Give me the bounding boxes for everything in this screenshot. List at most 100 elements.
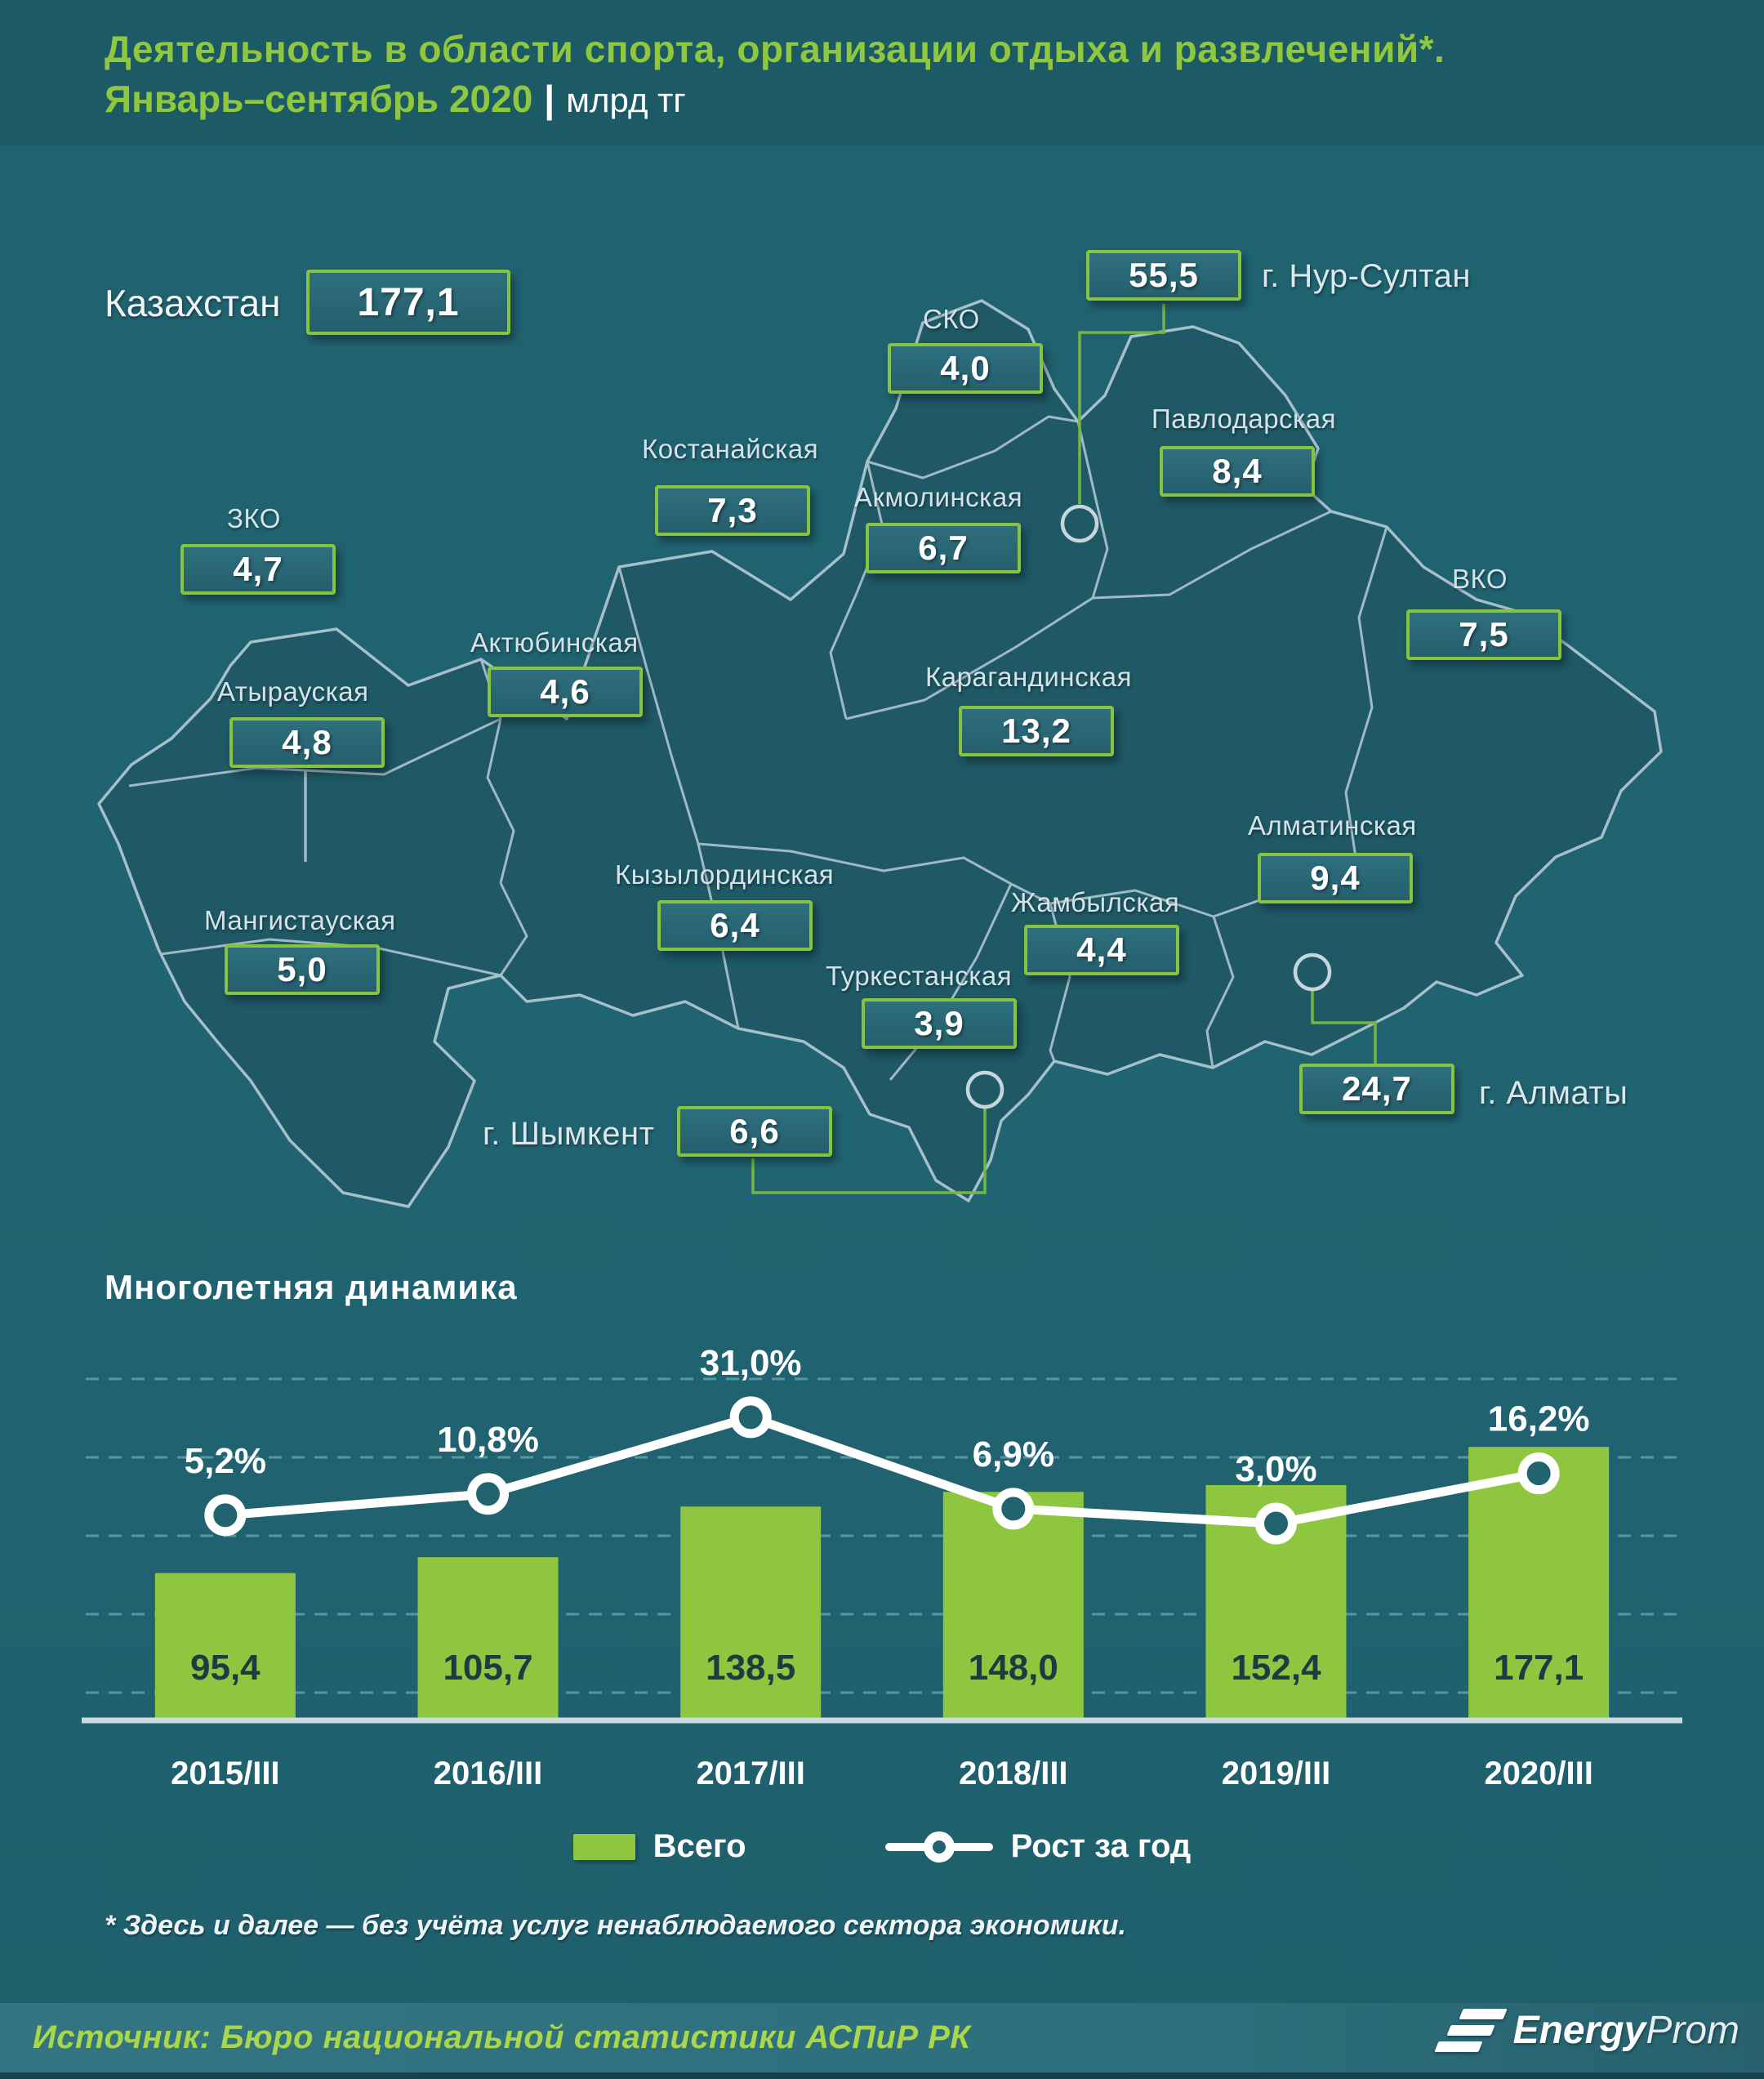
energyprom-logo: EnergyProm xyxy=(1433,2008,1740,2053)
energyprom-logo-text: EnergyProm xyxy=(1512,2009,1740,2052)
value-box-vko: 7,5 xyxy=(1406,609,1561,660)
bar-2018/III xyxy=(942,1492,1084,1720)
growth-marker-2018/III xyxy=(992,1488,1035,1530)
value-box-sko: 4,0 xyxy=(888,343,1043,394)
value-shymkent: 6,6 xyxy=(729,1112,780,1150)
value-kazakhstan: 177,1 xyxy=(357,280,460,324)
bar-2015/III xyxy=(154,1573,296,1720)
legend-swatch-bar xyxy=(572,1833,635,1860)
bottom-edge xyxy=(0,2072,1764,2079)
bar-2016/III xyxy=(417,1557,559,1720)
value-box-zhambyl: 4,4 xyxy=(1024,925,1179,975)
city-label-shymkent: г. Шымкент xyxy=(483,1116,655,1152)
value-kyzylorda: 6,4 xyxy=(710,906,760,944)
x-tick-label: 2017/III xyxy=(696,1756,804,1791)
page-subtitle: Январь–сентябрь 2020 | млрд тг xyxy=(105,74,1764,126)
value-zhambyl: 4,4 xyxy=(1076,930,1127,969)
value-aktobe: 4,6 xyxy=(540,672,590,711)
value-box-pavlodar: 8,4 xyxy=(1160,446,1315,497)
region-label-vko: ВКО xyxy=(1452,564,1508,594)
legend-item-growth: Рост за год xyxy=(884,1828,1192,1865)
value-box-kostanay: 7,3 xyxy=(655,485,810,536)
region-label-akmola: Акмолинская xyxy=(854,482,1023,512)
value-box-kyzylorda: 6,4 xyxy=(657,900,813,951)
bar-value-label: 138,5 xyxy=(706,1648,795,1688)
footnote: * Здесь и далее — без учёта услуг ненабл… xyxy=(105,1910,1126,1941)
value-zko: 4,7 xyxy=(233,550,283,588)
growth-marker-2019/III xyxy=(1255,1502,1297,1545)
bar-value-label: 95,4 xyxy=(190,1648,261,1688)
legend-label-total: Всего xyxy=(653,1828,746,1864)
growth-marker-2020/III xyxy=(1517,1452,1560,1495)
growth-percent-label: 5,2% xyxy=(185,1441,266,1481)
region-label-sko: СКО xyxy=(923,304,980,334)
region-label-almaty-region: Алматинская xyxy=(1248,810,1417,841)
country-label: Казахстан xyxy=(105,282,281,324)
city-marker-almaty xyxy=(1293,953,1332,992)
divider: | xyxy=(544,78,555,120)
value-turkestan: 3,9 xyxy=(914,1004,964,1042)
growth-marker-2017/III xyxy=(729,1396,772,1439)
bar-value-label: 152,4 xyxy=(1231,1648,1321,1688)
region-label-turkestan: Туркестанская xyxy=(826,961,1013,991)
growth-marker-2016/III xyxy=(467,1473,509,1515)
value-atyrau: 4,8 xyxy=(282,723,332,761)
city-label-nur-sultan: г. Нур-Султан xyxy=(1262,258,1471,294)
energyprom-logo-icon xyxy=(1433,2009,1508,2052)
bar-value-label: 105,7 xyxy=(443,1648,532,1688)
value-box-nur-sultan: 55,5 xyxy=(1086,250,1241,301)
region-label-zhambyl: Жамбылская xyxy=(1011,887,1180,917)
value-box-almaty-city: 24,7 xyxy=(1299,1064,1454,1114)
value-box-almaty-region: 9,4 xyxy=(1258,853,1413,903)
value-vko: 7,5 xyxy=(1459,615,1509,654)
growth-percent-label: 31,0% xyxy=(700,1343,802,1383)
region-label-atyrau: Атырауская xyxy=(217,676,369,707)
value-box-zko: 4,7 xyxy=(180,544,336,595)
growth-percent-label: 10,8% xyxy=(437,1420,539,1460)
growth-percent-label: 3,0% xyxy=(1235,1449,1316,1489)
value-box-karaganda: 13,2 xyxy=(959,706,1114,756)
bar-value-label: 177,1 xyxy=(1494,1648,1584,1688)
region-label-karaganda: Карагандинская xyxy=(925,662,1132,692)
city-marker-shymkent xyxy=(965,1070,1004,1109)
region-borders xyxy=(128,415,1388,1081)
callout-line-almaty xyxy=(1311,991,1377,1064)
x-tick-label: 2018/III xyxy=(959,1756,1067,1791)
value-almaty-region: 9,4 xyxy=(1310,859,1361,897)
value-karaganda: 13,2 xyxy=(1001,712,1071,750)
growth-percent-label: 16,2% xyxy=(1488,1399,1590,1439)
callout-line-nur-sultan xyxy=(1078,304,1165,504)
value-box-turkestan: 3,9 xyxy=(862,998,1017,1049)
chart-title: Многолетняя динамика xyxy=(105,1268,518,1306)
callout-line-shymkent xyxy=(751,1109,987,1194)
value-mangystau: 5,0 xyxy=(277,950,327,988)
value-box-akmola: 6,7 xyxy=(866,523,1021,573)
value-box-kazakhstan: 177,1 xyxy=(306,270,510,335)
chart-legend: Всего Рост за год xyxy=(0,1828,1764,1865)
region-label-kyzylorda: Кызылординская xyxy=(615,859,835,890)
city-marker-nur-sultan xyxy=(1060,504,1099,543)
value-box-atyrau: 4,8 xyxy=(229,717,385,768)
page-title: Деятельность в области спорта, организац… xyxy=(105,28,1446,70)
value-pavlodar: 8,4 xyxy=(1212,452,1263,490)
x-tick-label: 2016/III xyxy=(434,1756,542,1791)
region-label-mangystau: Мангистауская xyxy=(204,905,396,935)
units-label: млрд тг xyxy=(566,81,686,119)
value-kostanay: 7,3 xyxy=(707,491,758,529)
value-sko: 4,0 xyxy=(940,349,991,387)
bar-value-label: 148,0 xyxy=(969,1648,1058,1688)
value-box-mangystau: 5,0 xyxy=(225,944,380,995)
region-label-aktobe: Актюбинская xyxy=(470,627,639,658)
legend-line-marker-icon xyxy=(884,1842,993,1851)
value-almaty-city: 24,7 xyxy=(1342,1069,1412,1108)
value-box-aktobe: 4,6 xyxy=(488,667,643,717)
period-label: Январь–сентябрь 2020 xyxy=(105,78,533,120)
region-label-zko: ЗКО xyxy=(227,503,281,533)
legend-item-total: Всего xyxy=(572,1828,746,1865)
header-band: Деятельность в области спорта, организац… xyxy=(0,0,1764,145)
value-box-shymkent: 6,6 xyxy=(677,1106,832,1157)
source-text: Источник: Бюро национальной статистики А… xyxy=(33,2019,971,2055)
legend-label-growth: Рост за год xyxy=(1010,1828,1192,1864)
